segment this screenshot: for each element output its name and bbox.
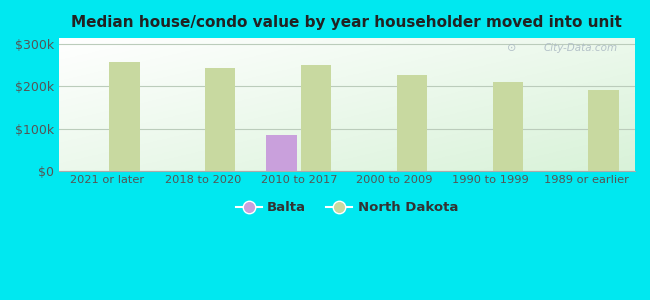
Legend: Balta, North Dakota: Balta, North Dakota xyxy=(230,196,463,220)
Bar xyxy=(266,135,297,171)
Title: Median house/condo value by year householder moved into unit: Median house/condo value by year househo… xyxy=(72,15,622,30)
Bar xyxy=(109,62,140,171)
Bar xyxy=(301,64,332,171)
Bar xyxy=(493,82,523,171)
Bar xyxy=(205,68,235,171)
Bar xyxy=(396,75,427,171)
Text: ⊙: ⊙ xyxy=(507,44,517,53)
Bar xyxy=(588,90,619,171)
Text: City-Data.com: City-Data.com xyxy=(543,44,618,53)
